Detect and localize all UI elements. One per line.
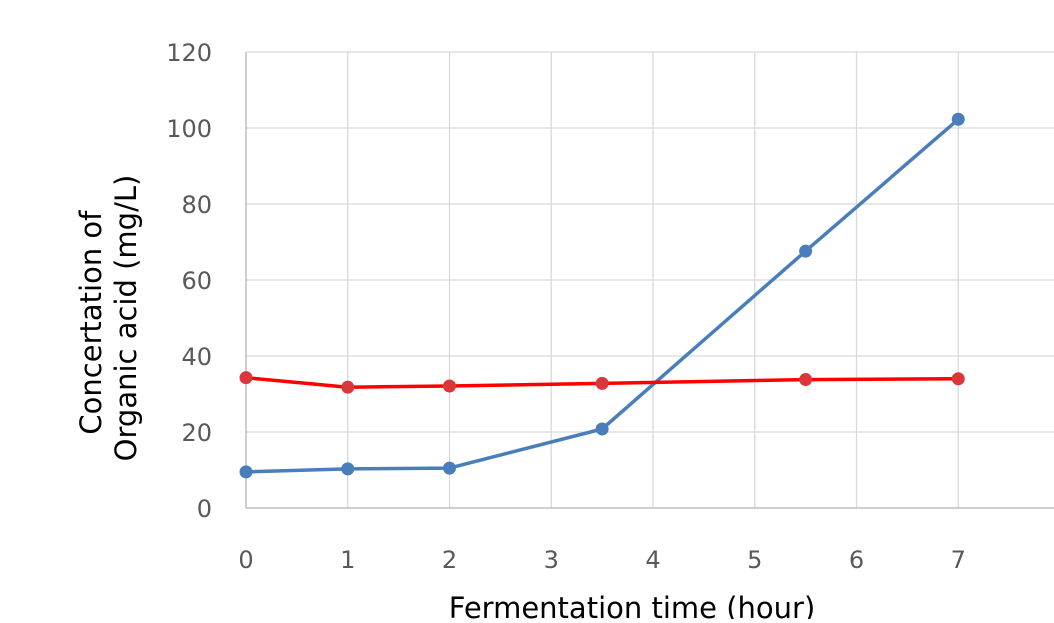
data-point <box>951 372 965 386</box>
y-axis-title: Concertation of Organic acid (mg/L) <box>74 175 143 462</box>
y-tick-label: 20 <box>181 419 212 447</box>
data-point <box>951 112 965 126</box>
data-point <box>799 373 813 387</box>
data-point <box>799 244 813 258</box>
x-tick-label: 5 <box>747 546 762 574</box>
data-point <box>443 461 456 475</box>
x-tick-label: 0 <box>238 546 253 574</box>
y-axis-title-line-1: Concertation of <box>74 210 108 435</box>
tick-labels: 0 20 40 60 80 100 120 0 1 2 3 4 5 6 7 8 <box>166 39 1054 574</box>
gridlines <box>246 51 1054 508</box>
y-tick-label: 120 <box>166 39 212 67</box>
series-line <box>244 375 961 389</box>
x-tick-label: 6 <box>849 546 864 574</box>
axes <box>245 52 1054 509</box>
series-line <box>244 117 961 474</box>
y-tick-label: 100 <box>166 115 212 143</box>
data-point <box>341 462 355 476</box>
x-tick-label: 8 <box>1052 546 1054 574</box>
x-tick-label: 2 <box>442 546 457 574</box>
y-tick-label: 80 <box>181 191 212 219</box>
x-tick-label: 7 <box>951 546 966 574</box>
data-point <box>239 371 253 385</box>
y-tick-label: 40 <box>181 343 212 371</box>
y-tick-label: 60 <box>181 267 212 295</box>
series-2 <box>239 371 965 394</box>
data-point <box>443 379 456 393</box>
y-axis-title-line-2: Organic acid (mg/L) <box>109 175 143 462</box>
x-axis-title: Fermentation time (hour) <box>449 591 816 619</box>
series-1 <box>239 112 965 479</box>
x-tick-label: 4 <box>645 546 660 574</box>
data-point <box>595 422 609 436</box>
series <box>239 112 965 479</box>
y-tick-label: 0 <box>197 495 212 523</box>
data-point <box>239 465 253 479</box>
data-point <box>341 380 355 394</box>
x-tick-label: 3 <box>544 546 559 574</box>
data-point <box>595 376 609 390</box>
x-tick-label: 1 <box>340 546 355 574</box>
